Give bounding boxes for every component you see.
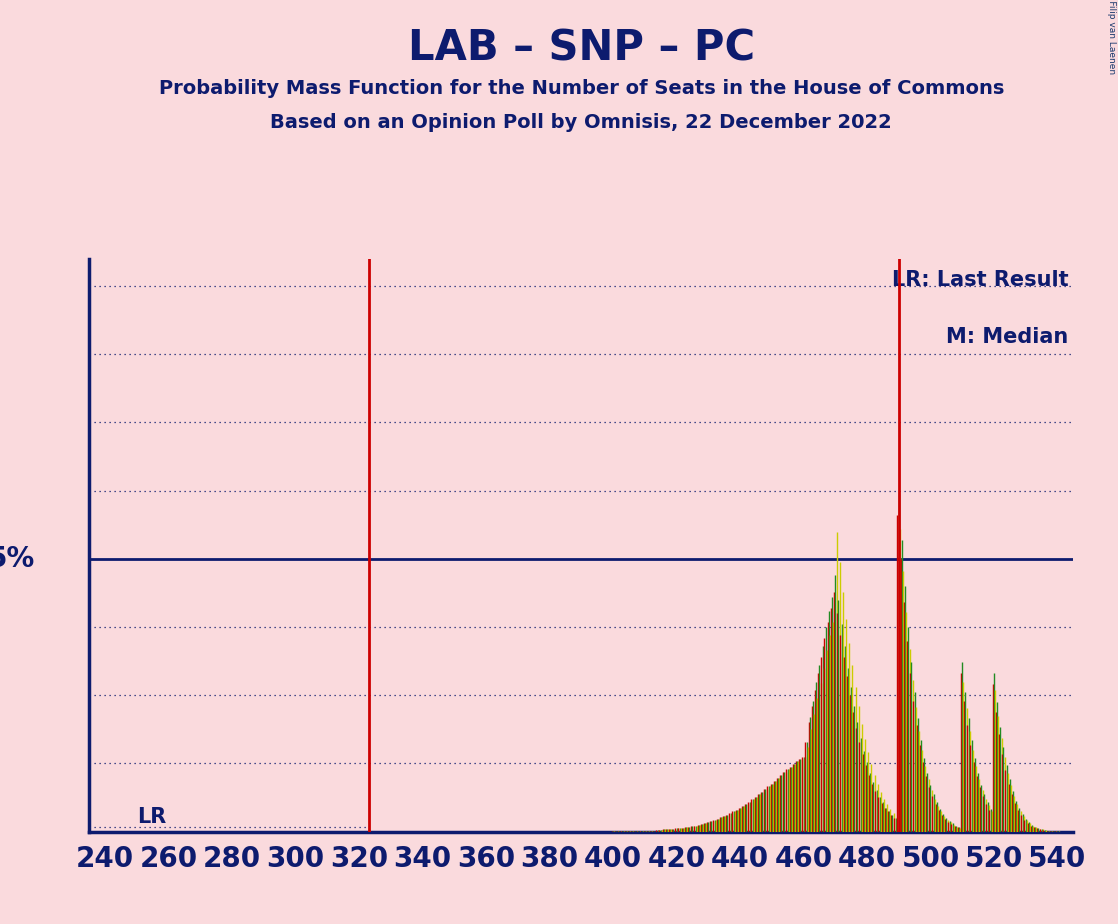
Text: Based on an Opinion Poll by Omnisis, 22 December 2022: Based on an Opinion Poll by Omnisis, 22 …: [271, 113, 892, 132]
Text: © 2022 Filip van Laenen: © 2022 Filip van Laenen: [1107, 0, 1116, 74]
Text: 5%: 5%: [0, 545, 36, 573]
Text: LAB – SNP – PC: LAB – SNP – PC: [408, 28, 755, 69]
Text: LR: LR: [138, 808, 167, 827]
Text: M: Median: M: Median: [946, 327, 1069, 347]
Text: LR: Last Result: LR: Last Result: [892, 270, 1069, 290]
Text: Probability Mass Function for the Number of Seats in the House of Commons: Probability Mass Function for the Number…: [159, 79, 1004, 98]
